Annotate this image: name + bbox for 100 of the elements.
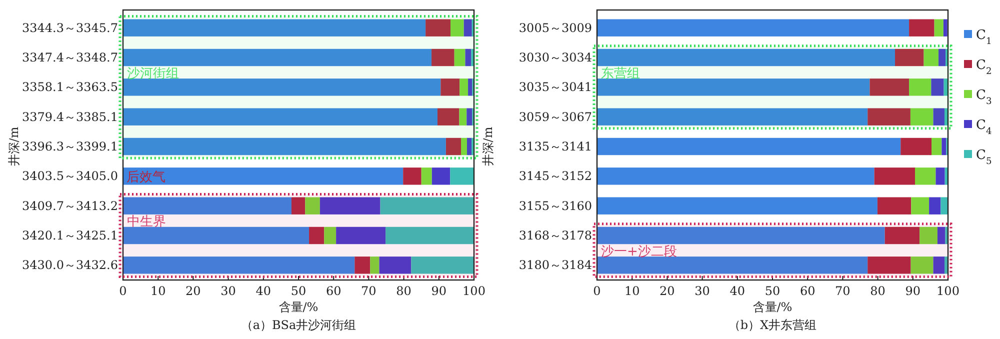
bar	[309, 226, 324, 244]
bar	[942, 138, 946, 156]
y-tick-label: 3155～3160	[518, 198, 592, 213]
bar	[877, 197, 912, 214]
x-tick-label: 10	[624, 284, 640, 298]
bar	[909, 19, 934, 36]
x-tick-label: 0	[593, 284, 601, 298]
band-label: 中生界	[127, 214, 166, 230]
bar	[324, 226, 336, 244]
bar	[466, 108, 472, 126]
bar	[924, 48, 939, 66]
bar	[940, 197, 948, 214]
y-tick-label: 3347.4～3348.7	[22, 50, 118, 64]
x-tick-label: 80	[396, 284, 412, 298]
x-tick-label: 70	[361, 284, 376, 298]
bar	[421, 168, 432, 185]
bar	[291, 197, 306, 214]
y-tick-label: 3379.4～3385.1	[22, 110, 118, 124]
bar	[446, 138, 462, 156]
y-tick-label: 3059～3067	[518, 110, 592, 124]
bar	[597, 19, 910, 36]
bar	[123, 197, 292, 214]
bar	[437, 108, 460, 126]
y-tick-label: 3430.0～3432.6	[22, 258, 118, 272]
bar	[895, 48, 924, 66]
y-tick-label: 3409.7～3413.2	[22, 198, 118, 213]
band-label: 东营组	[601, 66, 640, 82]
bar	[468, 78, 472, 96]
bar	[909, 78, 932, 96]
bar	[465, 48, 472, 66]
bar	[934, 19, 944, 36]
x-axis-title: 含量/%	[278, 300, 318, 314]
x-tick-label: 90	[431, 284, 447, 298]
text: （a）BSa井沙河街组	[240, 318, 356, 332]
bar	[123, 78, 441, 96]
bar	[454, 48, 466, 66]
bar	[870, 78, 910, 96]
bar	[884, 226, 920, 244]
bar	[464, 19, 472, 36]
bar	[929, 197, 941, 214]
legend-label: C$_{1}$	[976, 28, 992, 47]
x-tick-label: 30	[694, 284, 710, 298]
y-tick-label: 3396.3～3399.1	[22, 140, 118, 154]
bar	[933, 108, 944, 126]
bar	[597, 256, 868, 274]
bar	[432, 48, 454, 66]
bar	[932, 138, 942, 156]
bar	[911, 197, 930, 214]
x-tick-label: 80	[870, 284, 886, 298]
y-tick-label: 3168～3178	[518, 228, 592, 242]
bar	[450, 168, 474, 185]
bar	[380, 197, 474, 214]
bar	[874, 168, 916, 185]
y-tick-label: 3420.1～3425.1	[22, 228, 118, 242]
bar	[597, 78, 870, 96]
bar	[460, 78, 468, 96]
x-tick-label: 100	[936, 284, 960, 298]
bar	[123, 19, 426, 36]
bar	[411, 256, 474, 274]
legend-label: C$_{5}$	[976, 148, 992, 167]
x-tick-label: 20	[660, 284, 675, 298]
bar	[379, 256, 412, 274]
bar	[868, 108, 910, 126]
bar	[943, 19, 948, 36]
bar	[426, 19, 450, 36]
x-tick-label: 30	[220, 284, 236, 298]
bar	[386, 226, 474, 244]
x-tick-label: 90	[905, 284, 921, 298]
bar	[920, 226, 938, 244]
x-tick-label: 0	[119, 284, 127, 298]
y-axis-title: 井深/m	[481, 126, 495, 166]
bar	[450, 19, 464, 36]
y-axis-title: 井深/m	[7, 126, 21, 166]
bar	[868, 256, 911, 274]
y-tick-label: 3135～3141	[518, 140, 592, 154]
bar	[336, 226, 386, 244]
bar	[123, 226, 310, 244]
bar	[597, 197, 878, 214]
bar	[370, 256, 380, 274]
bar	[466, 138, 472, 156]
bar	[123, 256, 355, 274]
band-label: 沙一+沙二段	[601, 244, 677, 260]
bar	[936, 168, 945, 185]
bar	[320, 197, 380, 214]
text: （b）X井东营组	[728, 318, 817, 332]
bar	[937, 226, 946, 244]
bar	[931, 78, 944, 96]
y-tick-label: 3035～3041	[518, 80, 592, 94]
bar	[900, 138, 932, 156]
y-tick-label: 3180～3184	[518, 258, 592, 272]
bar	[123, 48, 432, 66]
bar	[440, 78, 460, 96]
x-tick-label: 40	[256, 284, 272, 298]
x-tick-label: 50	[764, 284, 780, 298]
bar	[597, 168, 874, 185]
x-tick-label: 20	[186, 284, 201, 298]
band-label: 沙河街组	[127, 66, 179, 82]
legend-label: C$_{2}$	[976, 58, 992, 77]
bar	[461, 138, 467, 156]
y-tick-label: 3358.1～3363.5	[22, 80, 118, 94]
